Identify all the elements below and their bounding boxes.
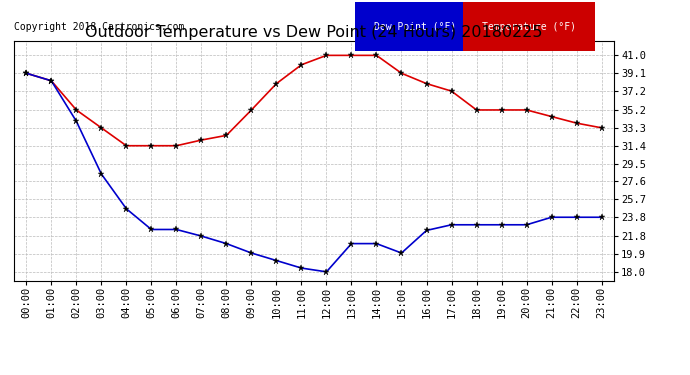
Text: Temperature (°F): Temperature (°F) [482, 22, 576, 32]
Title: Outdoor Temperature vs Dew Point (24 Hours) 20180225: Outdoor Temperature vs Dew Point (24 Hou… [85, 25, 543, 40]
Text: Dew Point (°F): Dew Point (°F) [374, 22, 456, 32]
Text: Copyright 2018 Cartronics.com: Copyright 2018 Cartronics.com [14, 22, 184, 32]
